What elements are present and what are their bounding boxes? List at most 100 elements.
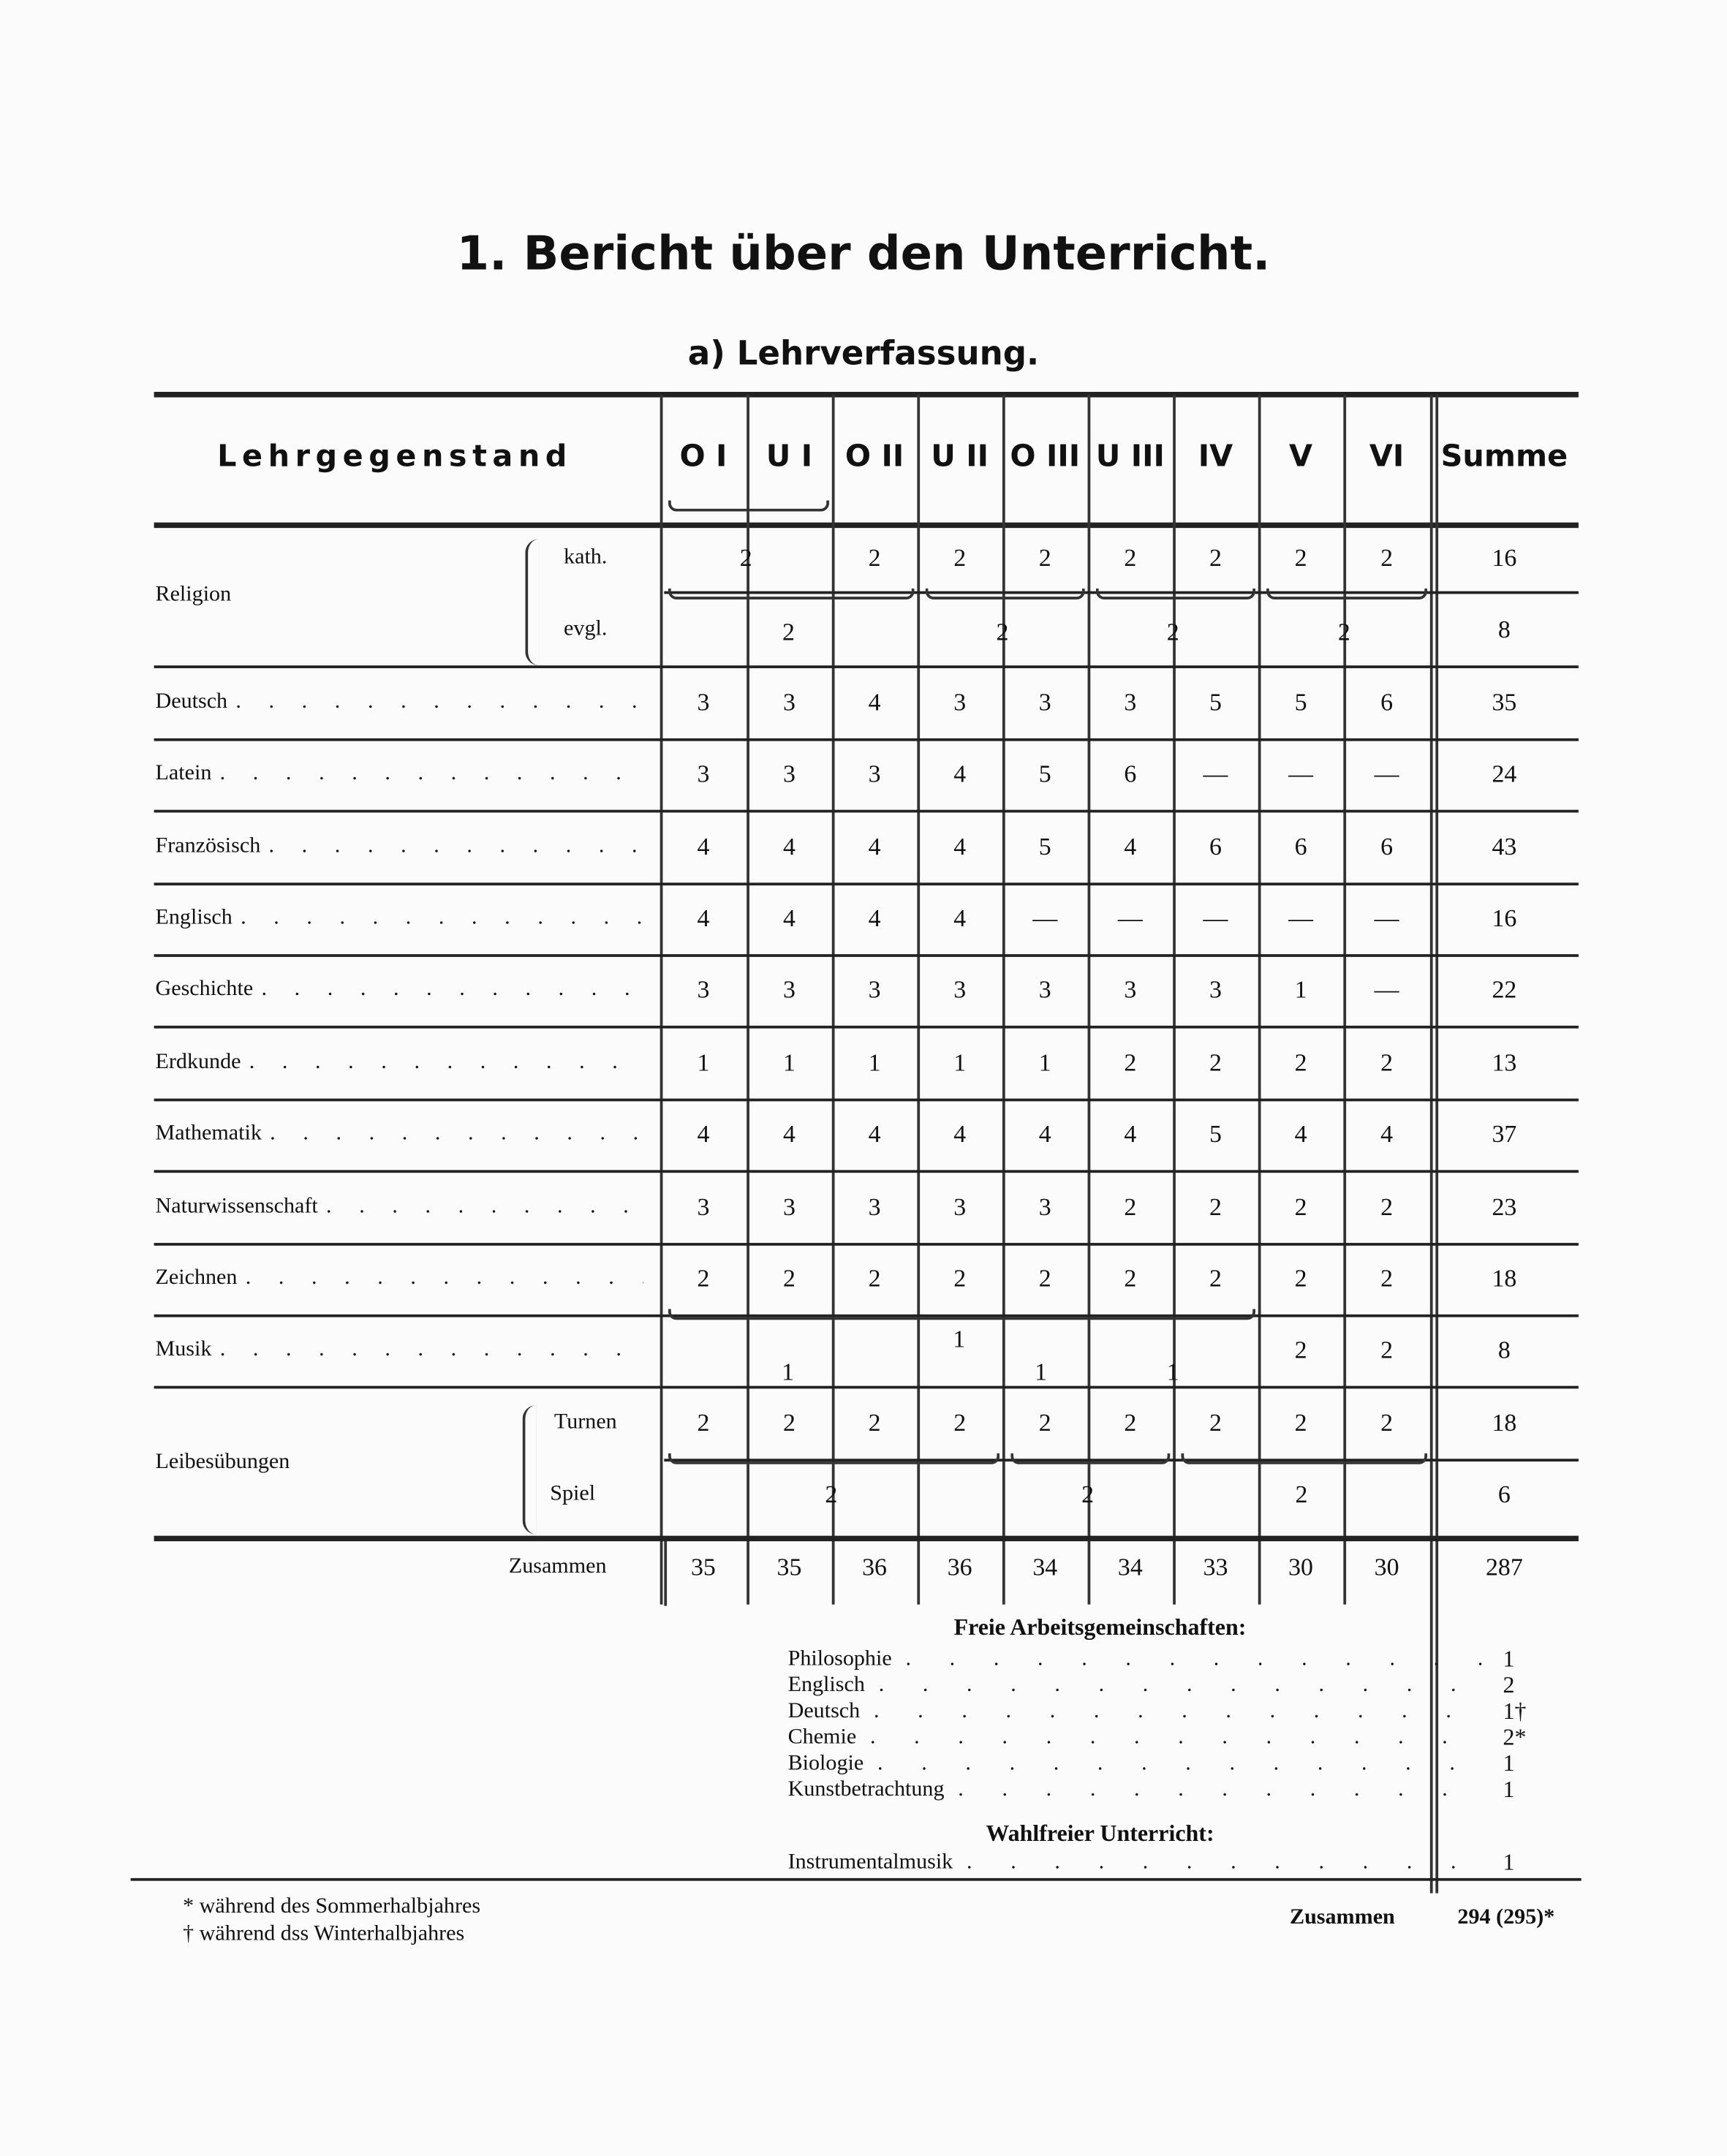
freie-item-value: 1	[1503, 1750, 1515, 1777]
footnote: † während dss Winterhalbjahres	[183, 1922, 465, 1946]
rule-line	[130, 1877, 1581, 1881]
header-class: IV	[1198, 439, 1233, 474]
table-cell: 2	[825, 1480, 838, 1508]
freie-item: Englisch . . . . . . . . . . . . . . . . …	[788, 1673, 1483, 1698]
column-divider	[1087, 394, 1090, 1605]
section-title: a) Lehrverfassung.	[687, 333, 1040, 373]
rule-line	[154, 1242, 1579, 1246]
dot-leader: . . . . . . . . . . . . . . . . . . . . …	[958, 1777, 1482, 1801]
row-sum: 16	[1492, 904, 1517, 932]
table-cell: 3	[1038, 1192, 1051, 1220]
table-cell-lower: 1	[782, 1358, 795, 1386]
table-cell: —	[1288, 904, 1313, 932]
table-cell: 36	[947, 1552, 972, 1581]
table-cell: 4	[697, 904, 710, 932]
table-cell: 5	[1209, 1120, 1222, 1149]
rule-line	[154, 391, 1579, 398]
table-cell: 4	[1038, 1120, 1051, 1149]
freie-item-value: 2	[1503, 1671, 1515, 1698]
rule-line	[154, 522, 1579, 529]
table-cell: 2	[1380, 1336, 1394, 1364]
table-cell: 2	[1038, 1264, 1051, 1293]
footnote: * während des Sommerhalbjahres	[183, 1894, 481, 1918]
table-cell: —	[1203, 904, 1228, 932]
merge-brace-icon	[1266, 589, 1428, 600]
table-cell: 6	[1209, 832, 1222, 860]
table-cell: 3	[1038, 688, 1051, 716]
table-cell: 5	[1038, 832, 1051, 860]
table-cell: 2	[1209, 1264, 1222, 1293]
row-sum: 22	[1492, 976, 1517, 1004]
rule-line	[154, 1535, 1579, 1542]
header-subject: Lehrgegenstand	[217, 439, 572, 474]
table-cell: 3	[953, 1192, 967, 1220]
table-cell: 1	[697, 1048, 710, 1076]
table-cell: 2	[1380, 1048, 1394, 1076]
table-cell: 33	[1203, 1552, 1228, 1581]
row-label-text: Naturwissenschaft	[155, 1194, 318, 1218]
column-divider	[1343, 394, 1346, 1605]
table-cell: 36	[862, 1552, 887, 1581]
rule-line	[664, 1458, 1579, 1461]
dot-leader: . . . . . . . . . . . . . . . . . . . . …	[877, 1751, 1482, 1775]
dot-leader: . . . . . . . . . . . . . . . . . . . . …	[874, 1699, 1482, 1723]
table-cell: 4	[953, 1120, 967, 1149]
table-cell: 35	[776, 1552, 802, 1581]
table-cell: 5	[1038, 760, 1051, 788]
rule-line	[154, 1314, 1579, 1317]
brace-icon	[522, 1404, 537, 1535]
table-cell: 2	[1124, 544, 1137, 572]
table-cell: 2	[1294, 1408, 1307, 1437]
row-sum: 37	[1492, 1120, 1517, 1149]
row-sum: 287	[1485, 1552, 1523, 1581]
dot-leader: . . . . . . . . . . . . . . . . . . . . …	[878, 1673, 1483, 1697]
table-cell: 4	[1380, 1120, 1394, 1149]
row-label-leibesuebungen: Leibesübungen	[155, 1450, 290, 1474]
table-cell: 4	[868, 832, 881, 860]
freie-item-value: 1†	[1503, 1698, 1527, 1725]
table-cell: 3	[783, 688, 796, 716]
row-label-text: Französisch	[155, 833, 261, 858]
freie-title: Freie Arbeitsgemeinschaften:	[953, 1614, 1247, 1641]
table-cell: 2	[1081, 1480, 1095, 1508]
freie-item: Deutsch . . . . . . . . . . . . . . . . .…	[788, 1699, 1483, 1724]
row-sublabel: kath.	[564, 545, 608, 570]
table-cell: 2	[1337, 619, 1350, 646]
header-class: VI	[1369, 439, 1405, 474]
table-cell: 1	[953, 1325, 966, 1353]
header-class: O II	[844, 439, 904, 474]
freie-item-value: 2*	[1503, 1724, 1527, 1751]
freie-item: Chemie . . . . . . . . . . . . . . . . . …	[788, 1725, 1483, 1750]
row-sum: 16	[1492, 544, 1517, 572]
table-cell: 2	[739, 544, 752, 572]
table-cell: 2	[697, 1408, 710, 1437]
freie-item-name: Biologie	[787, 1751, 864, 1775]
table-cell: 6	[1380, 688, 1394, 716]
table-cell: —	[1374, 976, 1399, 1004]
row-sum: 18	[1492, 1408, 1517, 1437]
table-cell: 2	[1038, 544, 1051, 572]
table-cell: 2	[953, 1264, 967, 1293]
table-cell: —	[1203, 760, 1228, 788]
column-divider	[1435, 394, 1438, 1894]
table-cell: 4	[953, 832, 967, 860]
table-cell: 3	[953, 976, 967, 1004]
table-cell: 2	[782, 619, 795, 646]
table-cell: 2	[1295, 1480, 1308, 1508]
rule-line	[154, 882, 1579, 885]
total-label: Zusammen	[1290, 1905, 1395, 1929]
table-cell: 3	[697, 976, 710, 1004]
table-cell: 4	[783, 1120, 796, 1149]
table-cell: 2	[1124, 1264, 1137, 1293]
dot-leader: . . . . . . . . . . . . . . . . . . . . …	[219, 1338, 643, 1362]
column-divider	[664, 1540, 667, 1606]
table-cell: 4	[868, 1120, 881, 1149]
dot-leader: . . . . . . . . . . . . . . . . . . . . …	[905, 1646, 1482, 1671]
merge-brace-icon	[668, 500, 830, 512]
header-class: O I	[679, 439, 728, 474]
merge-brace-icon	[668, 1309, 1255, 1321]
row-label-text: Zeichnen	[155, 1266, 238, 1290]
table-cell: 4	[783, 832, 796, 860]
freie-item: Kunstbetrachtung . . . . . . . . . . . . …	[788, 1778, 1483, 1803]
freie-item-name: Philosophie	[787, 1646, 892, 1671]
